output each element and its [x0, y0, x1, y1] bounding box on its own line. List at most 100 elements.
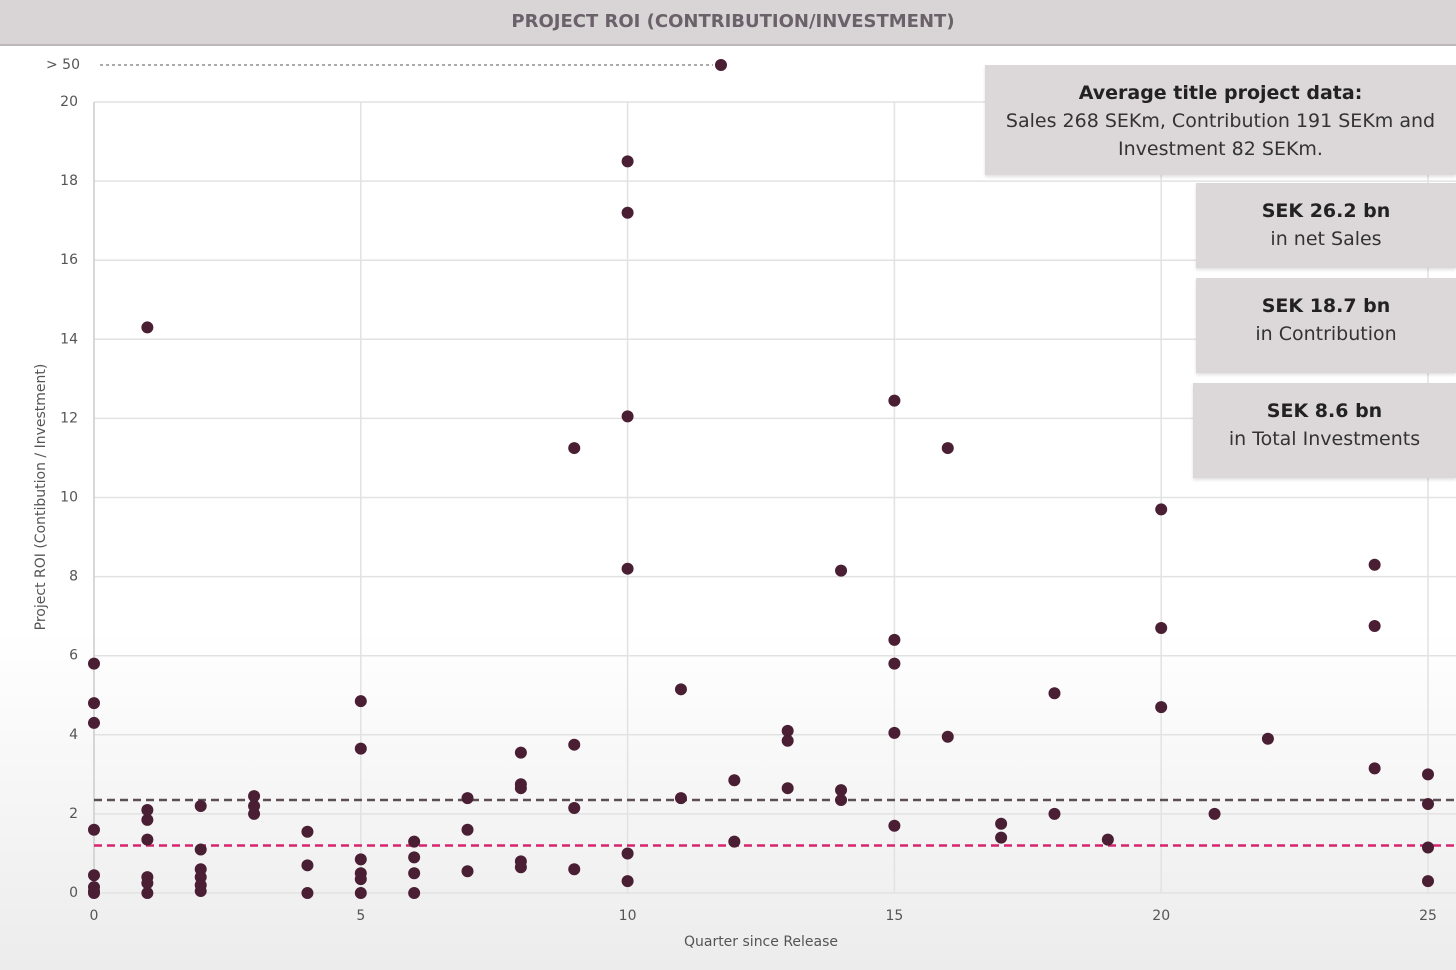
- data-point: [621, 155, 634, 168]
- data-point: [1155, 701, 1168, 714]
- data-point: [141, 833, 154, 846]
- data-point: [88, 716, 100, 729]
- data-point: [781, 782, 794, 795]
- data-point: [568, 738, 581, 751]
- data-point: [88, 657, 100, 670]
- data-point: [1368, 558, 1381, 571]
- data-point: [1048, 807, 1061, 820]
- y-tick-label: 18: [60, 173, 78, 189]
- data-point: [714, 59, 727, 71]
- data-point: [728, 835, 741, 848]
- y-tick-label: 16: [60, 252, 78, 268]
- y-tick-label: 6: [69, 648, 78, 664]
- data-point: [1422, 798, 1434, 811]
- info-title: SEK 8.6 bn: [1266, 400, 1383, 422]
- data-point: [621, 562, 634, 575]
- info-text: in net Sales: [1270, 228, 1382, 250]
- data-point: [835, 784, 848, 797]
- data-point: [354, 853, 367, 866]
- data-point: [408, 851, 421, 864]
- data-point: [941, 730, 954, 743]
- data-point: [1422, 768, 1434, 781]
- y-tick-label: 12: [60, 410, 78, 426]
- data-point: [888, 819, 901, 832]
- data-point: [88, 887, 100, 899]
- data-point: [1368, 620, 1381, 633]
- info-box: SEK 18.7 bn in Contribution: [1196, 278, 1456, 373]
- data-point: [514, 782, 527, 795]
- y-tick-label: 14: [60, 331, 78, 347]
- data-point: [354, 873, 367, 886]
- x-tick-label: 10: [619, 908, 637, 924]
- data-point: [354, 887, 367, 899]
- data-point: [888, 633, 901, 646]
- info-box: SEK 26.2 bn in net Sales: [1196, 183, 1456, 268]
- header: [0, 0, 1456, 46]
- data-point: [781, 724, 794, 737]
- data-point: [674, 792, 687, 805]
- y-tick-label: 8: [69, 569, 78, 585]
- data-point: [621, 875, 634, 888]
- info-text: in Total Investments: [1228, 428, 1421, 450]
- info-title: Average title project data:: [1078, 82, 1363, 104]
- data-point: [461, 792, 474, 805]
- data-point: [461, 865, 474, 878]
- data-point: [408, 835, 421, 848]
- y-axis-title: Project ROI (Contibution / Investment): [33, 364, 49, 631]
- data-point: [888, 657, 901, 670]
- data-point: [141, 813, 154, 826]
- data-point: [1155, 503, 1168, 516]
- data-point: [301, 825, 314, 838]
- data-point: [408, 867, 421, 880]
- data-point: [194, 885, 207, 898]
- data-point: [1422, 875, 1434, 888]
- data-point: [1422, 841, 1434, 854]
- info-title: SEK 26.2 bn: [1261, 200, 1391, 222]
- data-point: [408, 887, 421, 899]
- data-point: [1101, 833, 1114, 846]
- data-point: [248, 790, 261, 803]
- data-point: [995, 817, 1008, 830]
- x-tick-label: 15: [885, 908, 903, 924]
- chart-title: PROJECT ROI (CONTRIBUTION/INVESTMENT): [511, 11, 954, 32]
- data-point: [88, 869, 100, 882]
- data-point: [621, 206, 634, 219]
- y-tick-label: 2: [69, 806, 78, 822]
- data-point: [1261, 732, 1274, 745]
- data-point: [1368, 762, 1381, 775]
- data-point: [835, 564, 848, 577]
- data-point: [141, 321, 154, 334]
- data-point: [888, 726, 901, 739]
- data-point: [354, 695, 367, 708]
- x-tick-label: 0: [90, 908, 99, 924]
- data-point: [141, 803, 154, 816]
- data-point: [995, 831, 1008, 844]
- info-box: Average title project data: Sales 268 SEK…: [985, 65, 1456, 175]
- data-point: [141, 887, 154, 899]
- data-point: [301, 887, 314, 899]
- data-point: [461, 823, 474, 836]
- info-title: SEK 18.7 bn: [1261, 295, 1391, 317]
- info-box: SEK 8.6 bn in Total Investments: [1193, 383, 1456, 478]
- info-text: Sales 268 SEKm, Contribution 191 SEKm an…: [1005, 110, 1436, 160]
- data-point: [835, 794, 848, 807]
- data-point: [88, 823, 100, 836]
- outlier-label: > 50: [46, 57, 80, 73]
- data-point: [141, 877, 154, 890]
- data-point: [568, 442, 581, 455]
- info-text: in Contribution: [1255, 323, 1397, 345]
- data-point: [781, 734, 794, 747]
- data-point: [88, 697, 100, 710]
- x-axis-title: Quarter since Release: [684, 934, 838, 950]
- data-point: [301, 859, 314, 872]
- data-point: [514, 861, 527, 874]
- data-point: [728, 774, 741, 787]
- data-point: [354, 742, 367, 755]
- x-tick-label: 20: [1152, 908, 1170, 924]
- data-point: [194, 799, 207, 812]
- data-point: [194, 843, 207, 856]
- y-tick-label: 0: [69, 885, 78, 901]
- data-point: [248, 807, 261, 820]
- y-tick-label: 20: [60, 94, 78, 110]
